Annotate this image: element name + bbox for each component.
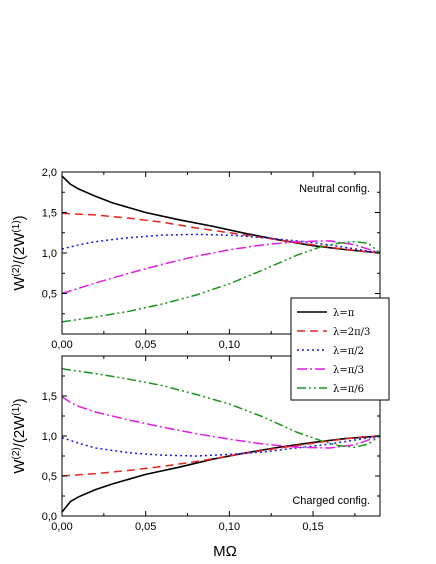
y-axis-titles: W(2)/(2W(1)) W(2)/(2W(1)): [11, 215, 29, 473]
legend-label-4: λ=π/3: [333, 365, 364, 376]
series-line-2: [61, 212, 381, 254]
legend-label-3: λ=π/2: [333, 346, 364, 357]
x-tick-label: 0,15: [302, 521, 323, 533]
series-line-1: [61, 435, 381, 513]
panel-annotation: Neutral config.: [299, 183, 370, 195]
y-tick-label: 1,5: [42, 391, 57, 403]
legend: λ=π λ=2π/3 λ=π/2 λ=π/3 λ=π/6: [290, 297, 390, 401]
series-line-4: [61, 396, 381, 449]
y-tick-label: 0,5: [42, 289, 57, 301]
legend-label-1: λ=π: [333, 308, 355, 319]
y-axis-title: W(2)/(2W(1)): [11, 398, 29, 473]
series-line-5: [61, 368, 381, 448]
panel-annotation: Charged config.: [292, 495, 370, 507]
y-axis-title: W(2)/(2W(1)): [11, 215, 29, 290]
y-tick-label: 1,0: [42, 248, 57, 260]
x-axis-title: MΩ: [213, 543, 237, 560]
x-tick-label: 0,05: [135, 521, 156, 533]
x-tick-label: 0,10: [219, 521, 240, 533]
y-tick-label: 0,5: [42, 471, 57, 483]
bottom-panel-charged: 0,00 0,05 0,10 0,15 0,0 0,5 1,0 1,5 Charged conf…: [42, 355, 381, 533]
x-tick-label: 0,00: [51, 521, 72, 533]
series-line-1: [61, 175, 381, 254]
y-tick-label: 0,0: [42, 511, 57, 523]
y-tick-label: 1,5: [42, 208, 57, 220]
legend-label-2: λ=2π/3: [333, 327, 370, 338]
x-tick-label: 0,00: [51, 339, 72, 351]
series-line-3: [61, 435, 381, 457]
y-tick-label: 1,0: [42, 431, 57, 443]
legend-box: [290, 297, 390, 401]
x-tick-label: 0,10: [219, 339, 240, 351]
x-tick-label: 0,05: [135, 339, 156, 351]
legend-label-5: λ=π/6: [333, 384, 364, 395]
series-line-4: [61, 240, 381, 295]
series-line-3: [61, 233, 381, 254]
series-line-2: [61, 435, 381, 477]
series-line-5: [61, 240, 381, 323]
y-tick-label: 2,0: [42, 167, 57, 179]
